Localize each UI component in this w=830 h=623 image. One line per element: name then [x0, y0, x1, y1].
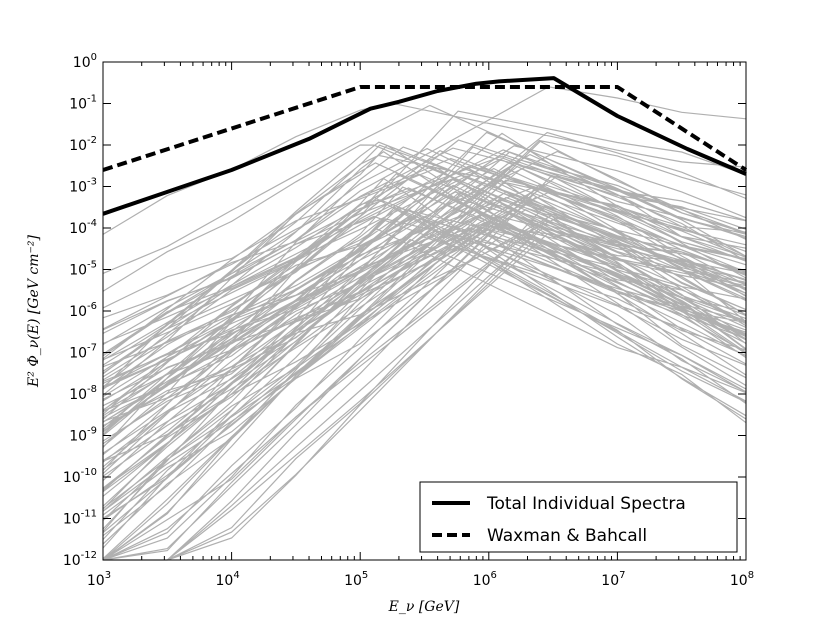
legend-box: [419, 481, 738, 553]
y-tick-label: 10-5: [69, 260, 97, 279]
x-axis-label: E_ν [GeV]: [388, 599, 460, 615]
individual-spectra-lines: [102, 86, 747, 561]
legend: Total Individual Spectra Waxman & Bahcal…: [419, 481, 738, 553]
y-tick-label: 10-4: [69, 218, 97, 237]
x-tick-label: 107: [601, 570, 625, 589]
x-tick-label: 103: [87, 570, 111, 589]
y-tick-label: 10-2: [69, 135, 97, 154]
y-tick-label: 100: [73, 52, 97, 71]
x-tick-label: 104: [215, 570, 239, 589]
x-tick-label: 105: [344, 570, 368, 589]
ticks-group: 103 104 105 106 107 108 10-12 10-11 10-10 10-9 10-…: [63, 52, 754, 589]
x-tick-label: 108: [730, 570, 754, 589]
y-tick-label: 10-8: [69, 384, 97, 403]
x-tick-label: 106: [473, 570, 497, 589]
legend-label-wb: Waxman & Bahcall: [487, 526, 647, 546]
individual-spectra-group: [102, 86, 747, 561]
y-tick-label: 10-1: [69, 94, 97, 113]
y-tick-label: 10-11: [63, 509, 97, 528]
series-waxman-bahcall: [102, 85, 748, 172]
series-lines-group: [102, 76, 748, 216]
y-tick-label: 10-7: [69, 343, 97, 362]
y-tick-label: 10-6: [69, 301, 97, 320]
y-axis-label: E² Φ_ν(E) [GeV cm⁻²]: [26, 234, 42, 387]
y-tick-label: 10-10: [63, 467, 97, 486]
y-tick-label: 10-3: [69, 177, 97, 196]
y-tick-label: 10-12: [63, 550, 97, 569]
legend-label-total: Total Individual Spectra: [486, 494, 686, 514]
y-tick-label: 10-9: [69, 426, 97, 445]
series-total-individual-spectra: [102, 76, 747, 216]
